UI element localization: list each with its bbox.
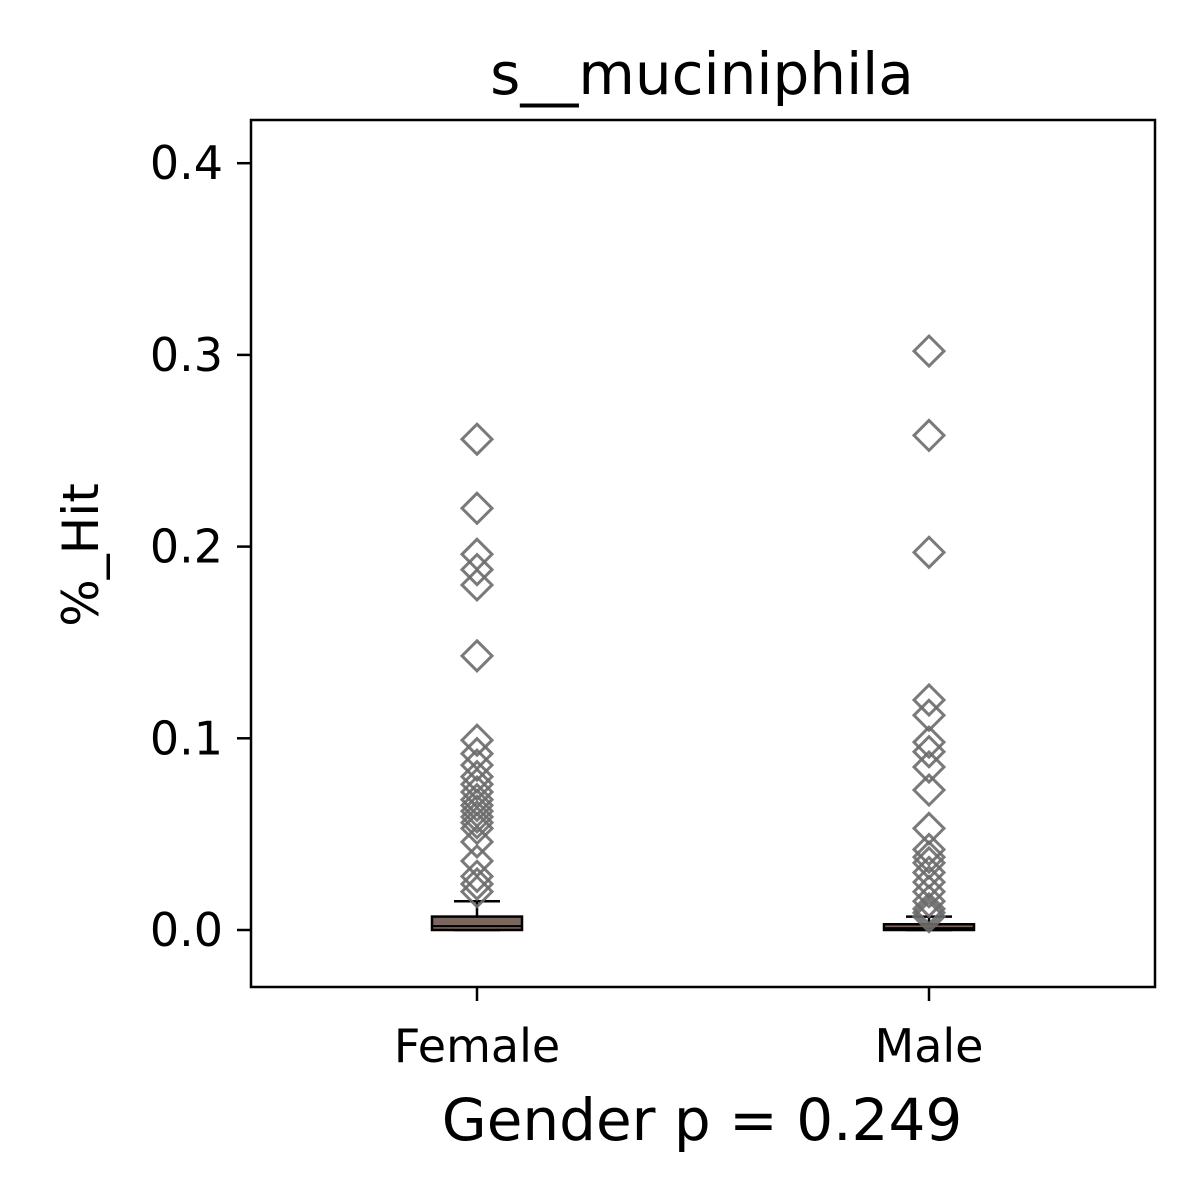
x-axis: Female Male [394, 987, 984, 1073]
y-axis-label: %_Hit [52, 483, 110, 627]
outlier-point [911, 734, 947, 769]
outlier-point [459, 805, 495, 840]
outlier-point [459, 491, 495, 526]
y-tick-label: 0.4 [150, 136, 223, 190]
plot-frame [249, 118, 1157, 989]
outlier-point [911, 895, 947, 930]
outlier-point [459, 422, 495, 457]
outlier-point [911, 874, 947, 909]
outlier-point [911, 811, 947, 846]
outlier-point [911, 840, 947, 875]
outlier-point [911, 333, 947, 369]
outlier-point [911, 891, 947, 927]
chart-title: s__muciniphila [490, 40, 914, 108]
outlier-point [459, 567, 495, 603]
outlier-point [459, 811, 495, 846]
outlier-point [459, 788, 495, 823]
y-tick-label: 0.2 [150, 520, 223, 574]
plot-area [430, 333, 976, 934]
outlier-point [459, 799, 495, 835]
outlier-point [911, 749, 947, 785]
outlier-point [459, 767, 495, 802]
outlier-point [459, 866, 495, 902]
y-tick-label: 0.3 [150, 328, 223, 382]
outlier-point [459, 552, 495, 587]
outlier-point [911, 884, 947, 919]
outlier-point [459, 748, 495, 783]
outlier-point [459, 723, 495, 758]
x-tick-label: Male [875, 1019, 984, 1073]
x-axis-label: Gender p = 0.249 [442, 1086, 963, 1154]
outlier-point [459, 874, 495, 909]
y-tick-label: 0.0 [150, 903, 223, 957]
y-tick-label: 0.1 [150, 711, 223, 765]
outlier-point [911, 832, 947, 867]
y-axis: 0.0 0.1 0.2 0.3 0.4 [150, 136, 251, 957]
outlier-point [911, 682, 947, 718]
outlier-point [911, 418, 947, 453]
box [430, 915, 524, 932]
outlier-point [911, 772, 947, 808]
outlier-point [459, 638, 495, 673]
outlier-point [459, 859, 495, 894]
outlier-point [911, 535, 947, 570]
x-tick-label: Female [394, 1019, 560, 1073]
box-group-female [430, 422, 524, 932]
outlier-point [459, 824, 495, 859]
outlier-point [911, 698, 947, 733]
outlier-point [911, 725, 947, 760]
outlier-point [911, 899, 947, 934]
box-group-male [882, 333, 976, 934]
